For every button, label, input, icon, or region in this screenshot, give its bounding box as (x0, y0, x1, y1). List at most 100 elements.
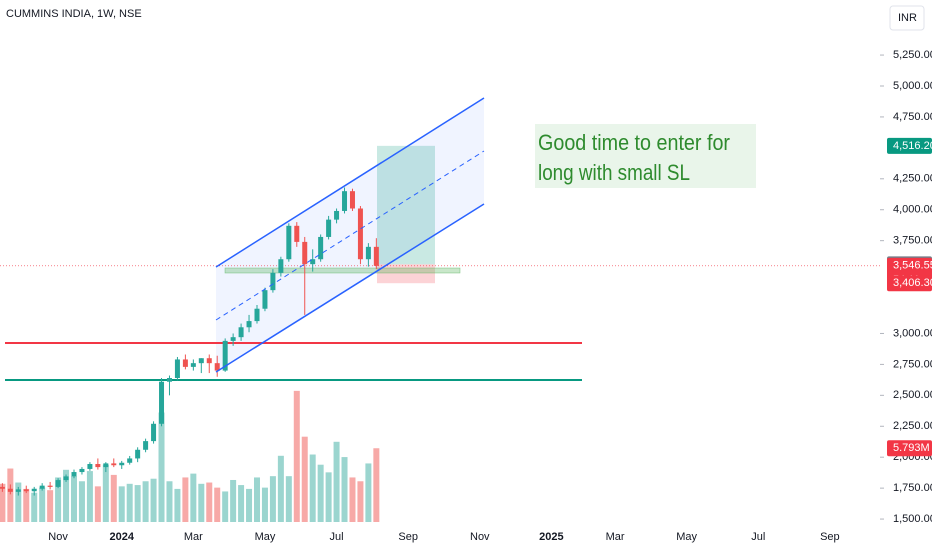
candle-body (127, 458, 133, 463)
y-tick-label: 4,000.00 (893, 204, 932, 216)
stop-zone (377, 264, 435, 284)
x-tick-label: May (255, 531, 276, 543)
candle-body (63, 476, 69, 481)
candle-body (159, 381, 165, 424)
candle-body (286, 225, 292, 260)
candle-body (334, 210, 340, 220)
volume-bar (341, 457, 348, 522)
currency: INR (898, 12, 917, 24)
candle-body (222, 340, 228, 371)
volume-bar (198, 483, 205, 522)
volume-bar (142, 481, 149, 522)
channel-upper (215, 97, 485, 268)
volume-bar (253, 477, 260, 522)
note-line: long with small SL (538, 160, 690, 185)
x-tick-label: Mar (606, 531, 625, 543)
candle-body (294, 225, 300, 242)
chart-title: CUMMINS INDIA, 1W, NSE (6, 8, 142, 20)
y-tick-label: 3,000.00 (893, 327, 932, 339)
volume-layer (0, 390, 380, 522)
volume-bar (150, 478, 157, 522)
price-tag-label: 3,546.55 (893, 260, 932, 272)
price-tag (887, 137, 932, 154)
volume-bar (7, 468, 14, 522)
candle-body (318, 236, 324, 260)
drawings-front: Good time to enter for long with small S… (6, 8, 756, 373)
channel-fill (216, 98, 484, 372)
volume-bar (55, 477, 62, 522)
x-tick-label: 2025 (539, 531, 563, 543)
candle-body (214, 363, 220, 371)
target-zone (377, 145, 435, 265)
volume-bar (110, 474, 117, 522)
candle-body (15, 489, 21, 492)
axes: INR 1,500.001,750.002,000.002,250.002,50… (48, 0, 932, 550)
candle-body (111, 463, 117, 466)
candle-body (143, 441, 149, 450)
candle-body (71, 472, 77, 477)
candle-body (365, 246, 371, 260)
channel-mid (215, 150, 485, 321)
level-lines (0, 265, 880, 381)
volume-bar (261, 487, 268, 522)
volume-bar (70, 476, 77, 522)
volume-bar (47, 490, 54, 522)
y-tick-label: 3,750.00 (893, 235, 932, 247)
volume-bar (301, 436, 308, 522)
volume-bar (230, 479, 237, 522)
entry-zone (224, 267, 461, 274)
candles-layer (0, 187, 379, 496)
y-tick-label: 5,000.00 (893, 80, 932, 92)
candle-body (326, 219, 332, 237)
candle-body (166, 378, 172, 382)
volume-bar (102, 464, 109, 522)
volume-bar (158, 412, 165, 522)
volume-bar (206, 482, 213, 522)
x-tick-label: Nov (470, 531, 490, 543)
volume-bar (269, 476, 276, 522)
candle-body (278, 259, 284, 273)
candle-body (349, 191, 355, 209)
volume-bar (285, 476, 292, 522)
candle-body (174, 359, 180, 379)
volume-tag-label: 5.793M (893, 442, 930, 454)
x-tick-label: May (676, 531, 697, 543)
volume-bar (23, 488, 30, 522)
price-tag (887, 275, 932, 292)
candle-body (0, 486, 5, 489)
candle-body (103, 463, 109, 468)
y-tick-label: 2,500.00 (893, 389, 932, 401)
x-tick-label: Jul (751, 531, 765, 543)
x-tick-label: Sep (398, 531, 418, 543)
volume-bar (174, 488, 181, 522)
candle-body (95, 464, 101, 468)
volume-bar (357, 481, 364, 522)
volume-tag (887, 440, 932, 457)
x-tick-label: Jul (330, 531, 344, 543)
candle-body (87, 464, 93, 469)
x-tick-label: Nov (48, 531, 68, 543)
candle-body (79, 468, 85, 473)
y-tick-label: 1,500.00 (893, 513, 932, 525)
volume-bar (134, 485, 141, 522)
x-tick-label: 2024 (109, 531, 134, 543)
candle-body (246, 321, 252, 328)
channel-lower (215, 203, 485, 373)
y-tick-label: 2,750.00 (893, 358, 932, 370)
candle-body (357, 208, 363, 260)
y-tick-label: 2,250.00 (893, 420, 932, 432)
candle-body (302, 241, 308, 265)
candle-body (135, 449, 141, 459)
candle-body (342, 191, 348, 211)
volume-bar (214, 487, 221, 522)
candle-body (55, 480, 61, 487)
volume-bar (238, 485, 245, 522)
note-box (535, 124, 756, 188)
volume-bar (293, 390, 300, 522)
volume-bar (126, 483, 133, 522)
currency-box[interactable] (889, 5, 925, 31)
drawings-back (216, 98, 484, 372)
volume-bar (333, 441, 340, 522)
candle-body (119, 462, 125, 466)
